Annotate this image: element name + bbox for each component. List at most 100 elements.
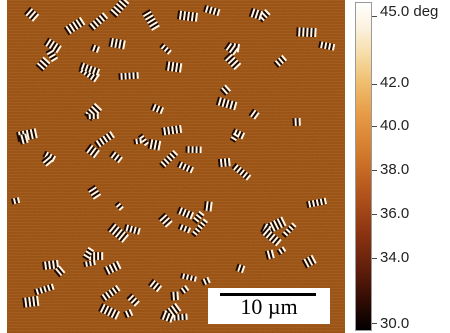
stripe-light <box>232 132 240 138</box>
stripe-dark <box>122 72 125 80</box>
stripe-light <box>163 46 169 53</box>
stripe-dark <box>53 269 61 278</box>
stripe-light <box>224 53 233 62</box>
stripe-dark <box>206 5 211 14</box>
stripe-light <box>229 100 234 110</box>
stripe-dark <box>219 88 227 96</box>
stripe-light <box>237 264 242 272</box>
stripe-domain <box>179 285 190 295</box>
stripe-light <box>93 252 96 261</box>
stripe-dark <box>126 309 132 317</box>
stripe-light <box>147 17 156 25</box>
stripe-dark <box>42 150 48 158</box>
stripe-light <box>178 161 184 169</box>
stripe-dark <box>126 72 129 80</box>
stripe-dark <box>154 283 161 292</box>
stripe-light <box>174 302 182 312</box>
stripe-light <box>16 197 21 204</box>
stripe-light <box>307 256 314 266</box>
stripe-domain <box>235 263 246 274</box>
stripe-dark <box>45 285 49 292</box>
stripe-light <box>92 149 100 159</box>
stripe-dark <box>42 261 46 271</box>
stripe-dark <box>196 226 202 232</box>
stripe-dark <box>176 62 181 73</box>
stripe-light <box>187 227 192 234</box>
stripe-light <box>225 99 230 109</box>
stripe-light <box>163 158 170 165</box>
stripe-domain <box>273 54 288 68</box>
stripe-light <box>328 43 332 50</box>
stripe-dark <box>240 170 247 177</box>
stripe-domain <box>264 249 275 260</box>
stripe-dark <box>27 129 32 140</box>
stripe-dark <box>260 223 266 233</box>
stripe-domain <box>118 72 139 80</box>
stripe-domain <box>292 117 301 126</box>
stripe-dark <box>33 288 38 296</box>
stripe-light <box>24 133 29 144</box>
stripe-light <box>253 112 260 120</box>
stripe-light <box>236 166 242 174</box>
stripe-light <box>178 10 183 20</box>
stripe-light <box>125 224 130 232</box>
stripe-dark <box>165 48 171 54</box>
stripe-dark <box>127 225 132 233</box>
stripe-dark <box>198 223 205 229</box>
stripe-light <box>114 38 118 48</box>
stripe-dark <box>22 133 27 144</box>
stripe-light <box>86 144 94 154</box>
stripe-dark <box>177 223 182 230</box>
stripe-light <box>98 14 106 22</box>
stripe-dark <box>181 225 186 232</box>
stripe-light <box>262 228 270 237</box>
stripe-dark <box>312 27 315 38</box>
stripe-domain <box>159 310 175 323</box>
stripe-light <box>173 314 176 321</box>
stripe-dark <box>41 155 50 163</box>
stripe-dark <box>229 137 236 143</box>
stripe-light <box>75 19 83 28</box>
stripe-light <box>92 20 100 28</box>
stripe-light <box>99 303 106 313</box>
stripe-dark <box>317 198 322 206</box>
stripe-light <box>44 151 50 159</box>
stripe-light <box>93 73 101 83</box>
stripe-dark <box>91 191 101 198</box>
stripe-dark <box>141 9 151 16</box>
stripe-dark <box>239 264 244 273</box>
stripe-light <box>233 62 242 71</box>
stripe-dark <box>163 218 172 227</box>
stripe-light <box>128 308 134 316</box>
stripe-light <box>278 248 283 255</box>
stripe-light <box>242 171 249 179</box>
stripe-light <box>39 287 44 294</box>
stripe-dark <box>113 227 122 237</box>
stripe-domain <box>87 184 102 200</box>
stripe-light <box>109 131 115 139</box>
stripe-dark <box>174 291 178 301</box>
stripe-light <box>280 54 288 62</box>
stripe-dark <box>273 237 281 246</box>
stripe-dark <box>88 23 95 31</box>
stripe-light <box>172 291 176 301</box>
stripe-light <box>171 61 175 72</box>
stripe-dark <box>70 22 77 31</box>
stripe-dark <box>318 41 322 48</box>
stripe-light <box>28 296 32 308</box>
stripe-light <box>185 274 190 280</box>
stripe-domain <box>141 9 160 31</box>
stripe-light <box>114 228 123 238</box>
stripe-dark <box>97 138 104 147</box>
stripe-light <box>88 65 93 73</box>
stripe-light <box>137 227 141 235</box>
stripe-domain <box>84 143 100 159</box>
stripe-dark <box>116 39 120 49</box>
stripe-dark <box>192 218 199 225</box>
stripe-dark <box>278 217 285 228</box>
stripe-dark <box>86 65 91 73</box>
stripe-light <box>152 103 157 112</box>
stripe-domain <box>176 161 195 174</box>
stripe-dark <box>67 24 74 34</box>
stripe-light <box>179 124 183 134</box>
